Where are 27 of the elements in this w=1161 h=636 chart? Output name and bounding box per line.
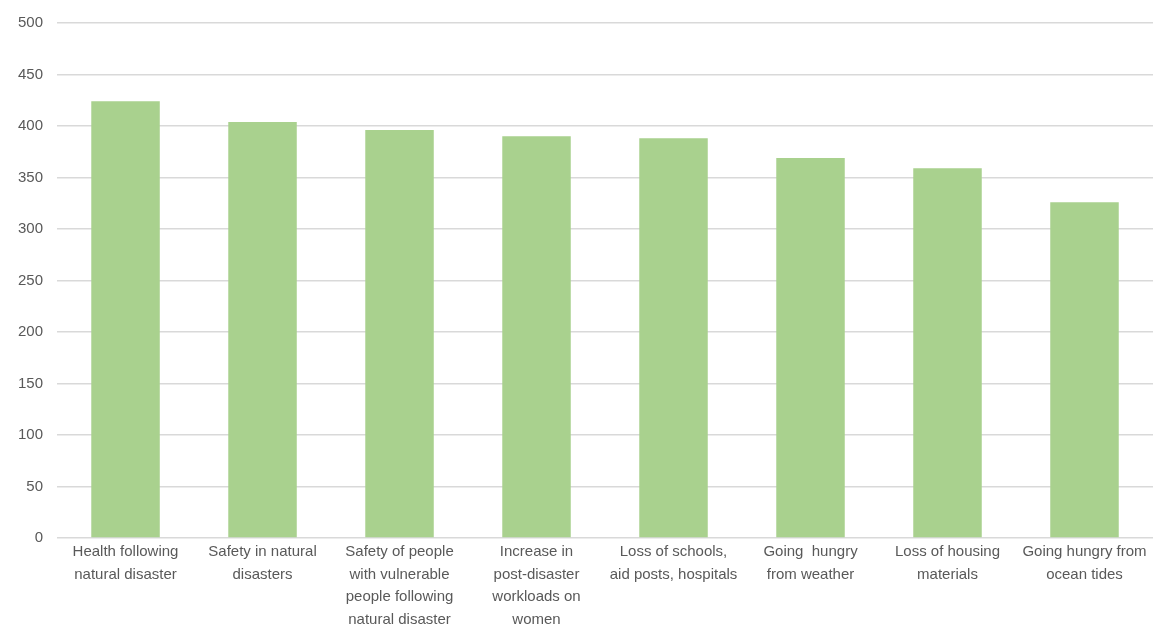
y-tick-label: 300 [18,219,44,237]
x-tick-label: Loss of schools, aid posts, hospitals [609,542,738,582]
bar [228,121,297,538]
y-tick-label: 350 [18,167,44,185]
bar [91,101,160,538]
bar [1050,202,1119,538]
y-tick-label: 450 [18,64,44,82]
x-tick-label: Health following natural disaster [72,542,179,582]
bar [639,138,708,538]
bar [776,157,845,538]
y-tick-label: 500 [18,13,44,31]
y-tick-label: 250 [18,270,44,288]
y-tick-label: 200 [18,322,44,340]
bar [365,130,434,538]
x-tick-label: Loss of housing materials [894,542,1001,582]
y-tick-label: 150 [18,373,44,391]
y-tick-label: 50 [26,476,44,494]
bar [913,168,982,538]
bar [502,136,571,538]
x-tick-label: Going hungry from weather [763,542,859,582]
x-tick-label: Increase in post-disaster workloads on women [491,542,581,627]
y-tick-label: 400 [18,116,44,134]
x-tick-label: Safety in natural disasters [208,542,317,582]
x-tick-label: Going hungry from ocean tides [1022,542,1147,582]
y-tick-label: 100 [18,425,44,443]
y-tick-label: 0 [34,528,44,546]
x-tick-label: Safety of people with vulnerable people following natural disaster [345,542,454,627]
